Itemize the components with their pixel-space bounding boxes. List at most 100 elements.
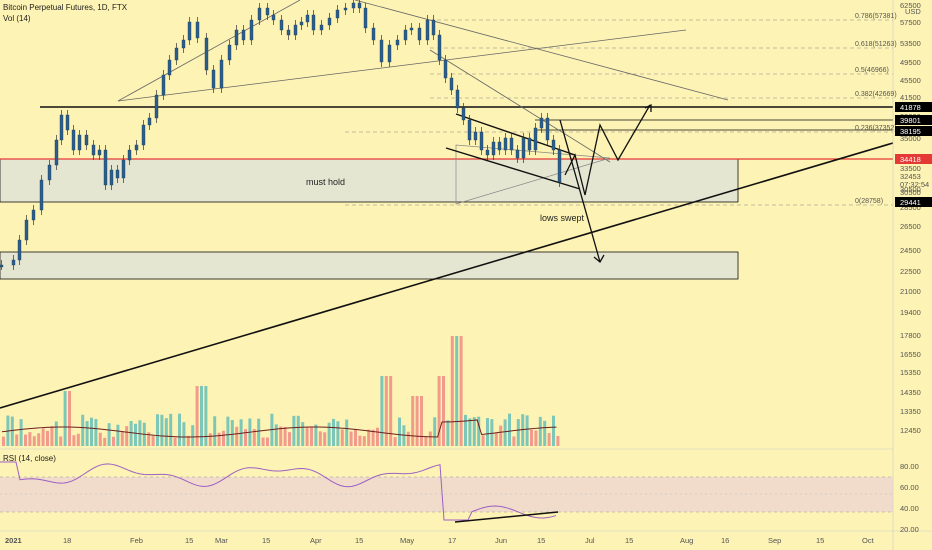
- volume-bar: [534, 430, 538, 446]
- candle-body: [265, 7, 270, 16]
- x-tick-label: Apr: [310, 536, 322, 545]
- candle-body: [379, 39, 384, 63]
- volume-bar: [477, 416, 481, 446]
- candle-body: [319, 24, 324, 31]
- candle-body: [409, 27, 414, 31]
- candle-body: [539, 117, 544, 129]
- y-tick-label: 17800: [900, 331, 921, 340]
- candle-body: [467, 119, 472, 141]
- price-tag-bg: [895, 102, 932, 112]
- candle-body: [154, 94, 159, 119]
- candle-body: [257, 7, 262, 21]
- volume-bar: [107, 423, 111, 446]
- rsi-tick-label: 40.00: [900, 504, 919, 513]
- candle-body: [395, 39, 400, 46]
- volume-bar: [318, 431, 322, 446]
- candle-body: [351, 2, 356, 9]
- x-tick-label: 17: [448, 536, 456, 545]
- volume-bar: [169, 413, 173, 446]
- volume-bar: [406, 431, 410, 446]
- candle-body: [161, 74, 166, 96]
- volume-bar: [235, 426, 239, 446]
- volume-bar: [59, 436, 63, 446]
- x-tick-label: 15: [262, 536, 270, 545]
- volume-bar: [336, 421, 340, 446]
- volume-bar: [310, 426, 313, 446]
- volume-bar: [15, 434, 19, 446]
- volume-bar: [103, 437, 107, 446]
- candle-body: [271, 14, 276, 21]
- x-tick-label: 16: [721, 536, 729, 545]
- chart-title: Bitcoin Perpetual Futures, 1D, FTX: [3, 3, 128, 12]
- volume-bar: [28, 432, 32, 446]
- candle-body: [147, 117, 152, 126]
- volume-bar: [525, 415, 529, 446]
- volume-bar: [160, 414, 164, 446]
- volume-bar: [468, 418, 472, 446]
- volume-bar: [354, 429, 357, 446]
- y-tick-label: 19400: [900, 308, 921, 317]
- candle-body: [551, 139, 556, 151]
- candle-body: [71, 129, 76, 151]
- y-tick-label: 49500: [900, 58, 921, 67]
- volume-bar: [389, 376, 393, 446]
- x-tick-label: Jul: [585, 536, 595, 545]
- price-tag: 07:32:54: [900, 180, 929, 189]
- volume-label: Vol (14): [3, 14, 31, 23]
- volume-bar: [274, 424, 278, 446]
- candle-body: [521, 137, 526, 159]
- candle-body: [343, 7, 348, 11]
- candle-body: [195, 21, 200, 39]
- volume-bar: [239, 419, 243, 446]
- candle-body: [503, 137, 508, 151]
- candle-body: [449, 77, 454, 91]
- rsi-tick-label: 60.00: [900, 483, 919, 492]
- rsi-tick-label: 80.00: [900, 462, 919, 471]
- volume-bar: [358, 435, 362, 446]
- candle-body: [121, 159, 126, 179]
- volume-bar: [503, 419, 507, 446]
- volume-bar: [283, 426, 287, 446]
- volume-bar: [230, 420, 234, 446]
- fib-level-label: 0.618(51263): [855, 41, 897, 48]
- volume-bar: [2, 436, 5, 446]
- candle-body: [204, 37, 209, 71]
- volume-bar: [538, 416, 542, 446]
- candle-body: [11, 259, 16, 266]
- candle-body: [545, 117, 550, 141]
- volume-bar: [50, 426, 54, 446]
- volume-bar: [94, 419, 98, 446]
- candle-body: [515, 149, 520, 159]
- y-tick-label: 24500: [900, 246, 921, 255]
- candle-body: [167, 59, 172, 76]
- volume-bar: [512, 436, 516, 446]
- candle-body: [491, 141, 496, 156]
- x-tick-label: 18: [63, 536, 71, 545]
- y-tick-label: 62500: [900, 1, 921, 10]
- candle-body: [371, 27, 376, 41]
- volume-bar: [120, 431, 124, 446]
- volume-bar: [486, 418, 489, 446]
- candle-body: [497, 141, 502, 151]
- candle-body: [65, 114, 70, 131]
- volume-bar: [508, 413, 511, 446]
- volume-bar: [301, 422, 305, 446]
- volume-bar: [380, 376, 384, 446]
- price-tag: 34418: [900, 155, 921, 164]
- candle-body: [77, 134, 82, 151]
- volume-bar: [200, 386, 203, 446]
- volume-bar: [173, 437, 177, 446]
- x-tick-label: May: [400, 536, 414, 545]
- fib-level-label: 0.382(42669): [855, 91, 897, 98]
- volume-bar: [252, 429, 256, 446]
- price-tag: 38195: [900, 127, 921, 136]
- volume-bar: [481, 435, 485, 446]
- volume-bar: [138, 420, 142, 446]
- candle-body: [425, 19, 430, 41]
- price-tag-bg: [895, 197, 932, 207]
- y-tick-label: 57500: [900, 18, 921, 27]
- volume-bar: [455, 336, 459, 446]
- candle-body: [527, 137, 532, 151]
- candle-body: [109, 169, 114, 186]
